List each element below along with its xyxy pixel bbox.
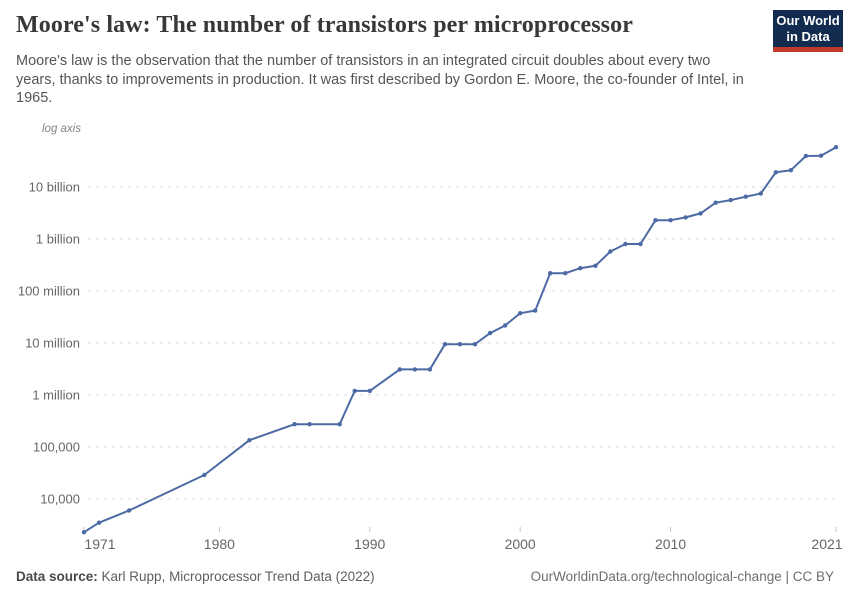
page-title: Moore's law: The number of transistors p… [16, 12, 633, 38]
data-point [472, 342, 478, 347]
data-point [698, 211, 703, 216]
data-point [427, 367, 433, 372]
data-point [548, 271, 553, 276]
data-point [683, 215, 688, 220]
data-point [533, 308, 538, 313]
y-axis-label: 10,000 [40, 492, 80, 507]
data-point [307, 422, 312, 427]
data-point [713, 200, 718, 205]
owid-link[interactable]: OurWorldinData.org/technological-change … [530, 569, 834, 584]
y-axis-label: 1 million [32, 388, 80, 403]
data-point [818, 153, 824, 158]
data-point [653, 218, 658, 223]
x-axis-label: 2000 [505, 536, 536, 552]
y-axis-label: 10 billion [29, 180, 80, 195]
data-line [83, 146, 837, 534]
chart-subtitle: Moore's law is the observation that the … [16, 53, 744, 107]
data-point [563, 271, 568, 276]
data-point [81, 530, 87, 535]
data-source: Data source: Karl Rupp, Microprocessor T… [16, 569, 375, 584]
logo-line-1: Our World [776, 13, 840, 29]
x-axis-label: 2021 [811, 536, 842, 552]
data-point [247, 438, 252, 443]
y-axis-label: 100 million [18, 284, 80, 299]
x-axis-label: 1980 [204, 536, 235, 552]
data-point [337, 422, 342, 427]
data-point [502, 323, 508, 328]
data-point [638, 241, 643, 247]
y-axis-label: 100,000 [33, 440, 80, 455]
data-source-label: Data source: [16, 569, 98, 584]
data-point [728, 197, 733, 203]
logo-line-2: in Data [786, 28, 830, 44]
y-axis-label: 10 million [25, 336, 80, 351]
owid-logo[interactable]: Our World in Data [773, 10, 843, 52]
data-point [397, 367, 402, 372]
data-point [518, 311, 523, 316]
x-axis-label: 1971 [84, 536, 115, 552]
data-point [367, 388, 372, 394]
data-point [457, 342, 463, 347]
data-point [803, 153, 809, 159]
data-point [202, 472, 207, 478]
data-point [593, 263, 598, 268]
data-point [668, 218, 673, 223]
x-axis-label: 2010 [655, 536, 686, 552]
data-point [758, 191, 763, 196]
data-point [126, 508, 132, 513]
data-point [292, 422, 297, 427]
data-point [608, 249, 613, 254]
data-point [623, 241, 628, 247]
data-point [442, 342, 448, 347]
data-point [788, 168, 794, 173]
data-point [96, 520, 102, 525]
data-point [743, 194, 748, 199]
data-point [578, 266, 583, 271]
data-point [487, 330, 493, 336]
data-point [352, 388, 357, 394]
x-axis-label: 1990 [354, 536, 385, 552]
y-axis-label: 1 billion [36, 232, 80, 247]
data-point [773, 170, 778, 175]
data-point [412, 367, 418, 372]
data-point [833, 145, 839, 150]
data-source-text: Karl Rupp, Microprocessor Trend Data (20… [97, 569, 375, 584]
log-axis-note: log axis [42, 123, 81, 135]
